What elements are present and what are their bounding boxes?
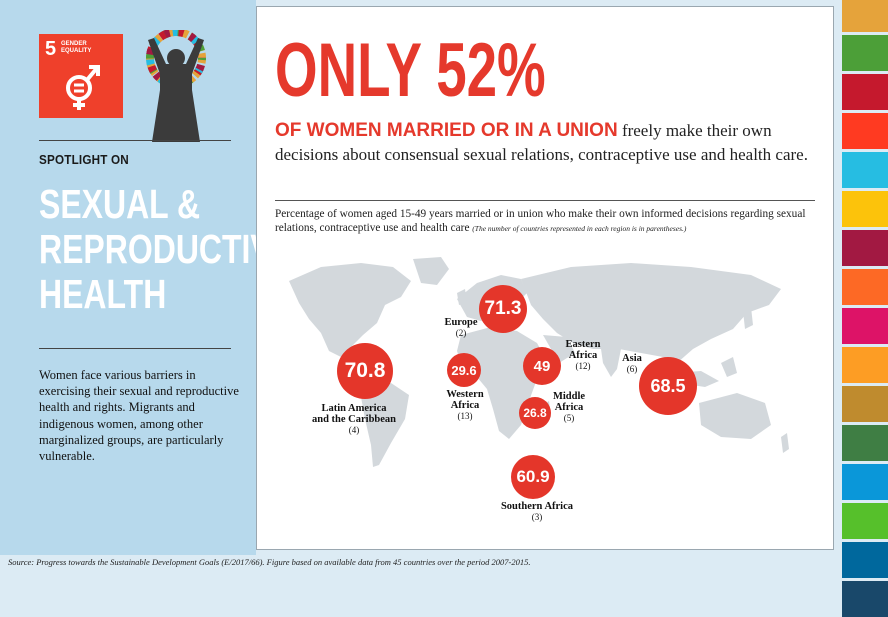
stripe-swatch xyxy=(842,308,888,344)
eastern-africa-bubble: 49 xyxy=(523,347,561,385)
stripe-swatch xyxy=(842,191,888,227)
stripe-swatch xyxy=(842,347,888,383)
headline: ONLY 52% xyxy=(275,28,546,113)
latam-bubble: 70.8 xyxy=(337,343,393,399)
title-line-2: REPRODUCTIVE xyxy=(39,226,294,272)
caption-text: Percentage of women aged 15-49 years mar… xyxy=(275,208,806,234)
eastern-africa-count: (12) xyxy=(575,361,591,371)
stripe-swatch xyxy=(842,269,888,305)
western-africa-name-line2: Africa xyxy=(450,400,480,411)
intro-text: Women face various barriers in exercisin… xyxy=(39,368,239,464)
sdg-title-line2: EQUALITY xyxy=(61,48,92,54)
asia-bubble: 68.5 xyxy=(639,357,697,415)
subheadline-rest: freely make their own decisions about co… xyxy=(275,121,808,164)
europe-bubble: 71.3 xyxy=(479,285,527,333)
asia-label: Asia (6) xyxy=(617,353,647,375)
subheadline-emphasis: OF WOMEN MARRIED OR IN A UNION xyxy=(275,120,618,141)
spotlight-label: SPOTLIGHT ON xyxy=(39,152,129,167)
subheadline: OF WOMEN MARRIED OR IN A UNION freely ma… xyxy=(275,119,835,167)
latam-label: Latin America and the Caribbean (4) xyxy=(299,403,409,436)
middle-africa-label: Middle Africa (5) xyxy=(547,391,591,424)
stripe-swatch xyxy=(842,581,888,617)
stripe-swatch xyxy=(842,386,888,422)
gender-equality-icon xyxy=(66,65,100,110)
europe-count: (2) xyxy=(455,328,467,338)
sidebar: 5 GENDER EQUALITY SPOTLIGHT ON SEXUAL & xyxy=(0,0,294,555)
stripe-swatch xyxy=(842,542,888,578)
stripe-swatch xyxy=(842,230,888,266)
stripe-swatch xyxy=(842,464,888,500)
stripe-swatch xyxy=(842,35,888,71)
middle-africa-name-line2: Africa xyxy=(554,402,584,413)
stripe-swatch xyxy=(842,425,888,461)
asia-count: (6) xyxy=(626,364,638,374)
sdg-title: GENDER EQUALITY xyxy=(61,41,91,55)
middle-africa-name-line1: Middle xyxy=(552,391,586,402)
southern-africa-bubble: 60.9 xyxy=(511,455,555,499)
sidebar-divider-bottom xyxy=(39,348,231,349)
western-africa-name-line1: Western xyxy=(446,389,484,400)
sdg-number: 5 xyxy=(45,38,57,60)
main-panel: ONLY 52% OF WOMEN MARRIED OR IN A UNION … xyxy=(256,6,834,550)
map-caption: Percentage of women aged 15-49 years mar… xyxy=(275,207,823,236)
title-line-3: HEALTH xyxy=(39,271,167,317)
western-africa-bubble: 29.6 xyxy=(447,353,481,387)
sdg-title-line1: GENDER xyxy=(61,41,87,47)
latam-name-line2: and the Caribbean xyxy=(311,414,396,425)
southern-africa-name: Southern Africa xyxy=(500,501,574,512)
middle-africa-bubble: 26.8 xyxy=(519,397,551,429)
main-divider xyxy=(275,200,815,201)
middle-africa-count: (5) xyxy=(563,413,575,423)
europe-name: Europe xyxy=(444,317,478,328)
latam-count: (4) xyxy=(348,425,360,435)
eastern-africa-label: Eastern Africa (12) xyxy=(557,339,609,372)
sidebar-divider-top xyxy=(39,140,231,141)
latam-name-line1: Latin America xyxy=(321,403,387,414)
spotlight-title: SEXUAL & REPRODUCTIVE HEALTH xyxy=(39,181,294,317)
eastern-africa-name-line1: Eastern xyxy=(565,339,601,350)
western-africa-count: (13) xyxy=(457,411,473,421)
europe-label: Europe (2) xyxy=(439,317,483,339)
sdg-5-badge: 5 GENDER EQUALITY xyxy=(39,34,123,118)
source-footnote: Source: Progress towards the Sustainable… xyxy=(8,557,531,567)
caption-note: (The number of countries represented in … xyxy=(472,224,687,233)
stripe-swatch xyxy=(842,503,888,539)
sdg-wheel-figure-icon xyxy=(146,30,206,142)
asia-name: Asia xyxy=(622,353,642,364)
western-africa-label: Western Africa (13) xyxy=(437,389,493,422)
eastern-africa-name-line2: Africa xyxy=(568,350,598,361)
title-line-1: SEXUAL & xyxy=(39,181,201,227)
stripe-swatch xyxy=(842,74,888,110)
stripe-swatch xyxy=(842,0,888,32)
stripe-swatch xyxy=(842,152,888,188)
southern-africa-label: Southern Africa (3) xyxy=(485,501,589,523)
southern-africa-count: (3) xyxy=(531,512,543,522)
stripe-swatch xyxy=(842,113,888,149)
sdg-color-stripe xyxy=(842,0,888,617)
